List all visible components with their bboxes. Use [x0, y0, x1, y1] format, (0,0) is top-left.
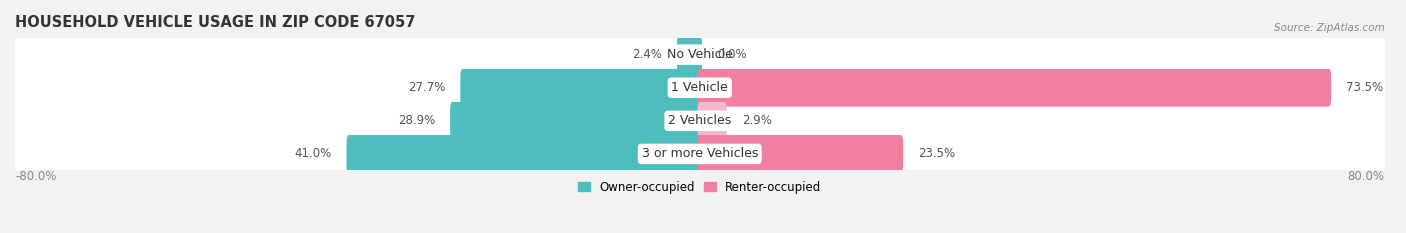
Text: 2.9%: 2.9%	[742, 114, 772, 127]
Text: -80.0%: -80.0%	[15, 171, 56, 183]
Text: HOUSEHOLD VEHICLE USAGE IN ZIP CODE 67057: HOUSEHOLD VEHICLE USAGE IN ZIP CODE 6705…	[15, 15, 415, 30]
FancyBboxPatch shape	[697, 135, 903, 173]
FancyBboxPatch shape	[13, 102, 1386, 140]
Text: 28.9%: 28.9%	[398, 114, 436, 127]
Text: No Vehicle: No Vehicle	[666, 48, 733, 61]
Text: 0.0%: 0.0%	[717, 48, 747, 61]
FancyBboxPatch shape	[13, 69, 1386, 107]
FancyBboxPatch shape	[460, 69, 702, 107]
Text: Source: ZipAtlas.com: Source: ZipAtlas.com	[1274, 23, 1385, 33]
Text: 2.4%: 2.4%	[633, 48, 662, 61]
FancyBboxPatch shape	[346, 135, 702, 173]
Text: 41.0%: 41.0%	[294, 147, 332, 160]
FancyBboxPatch shape	[676, 36, 702, 74]
FancyBboxPatch shape	[15, 38, 1385, 71]
FancyBboxPatch shape	[697, 102, 727, 140]
Text: 1 Vehicle: 1 Vehicle	[672, 81, 728, 94]
FancyBboxPatch shape	[15, 71, 1385, 104]
Legend: Owner-occupied, Renter-occupied: Owner-occupied, Renter-occupied	[578, 181, 821, 194]
Text: 73.5%: 73.5%	[1346, 81, 1384, 94]
Text: 23.5%: 23.5%	[918, 147, 955, 160]
FancyBboxPatch shape	[13, 36, 1386, 74]
FancyBboxPatch shape	[15, 137, 1385, 171]
Text: 3 or more Vehicles: 3 or more Vehicles	[641, 147, 758, 160]
Text: 2 Vehicles: 2 Vehicles	[668, 114, 731, 127]
FancyBboxPatch shape	[15, 104, 1385, 137]
Text: 27.7%: 27.7%	[408, 81, 446, 94]
Text: 80.0%: 80.0%	[1347, 171, 1385, 183]
FancyBboxPatch shape	[13, 135, 1386, 173]
FancyBboxPatch shape	[450, 102, 702, 140]
FancyBboxPatch shape	[697, 69, 1331, 107]
